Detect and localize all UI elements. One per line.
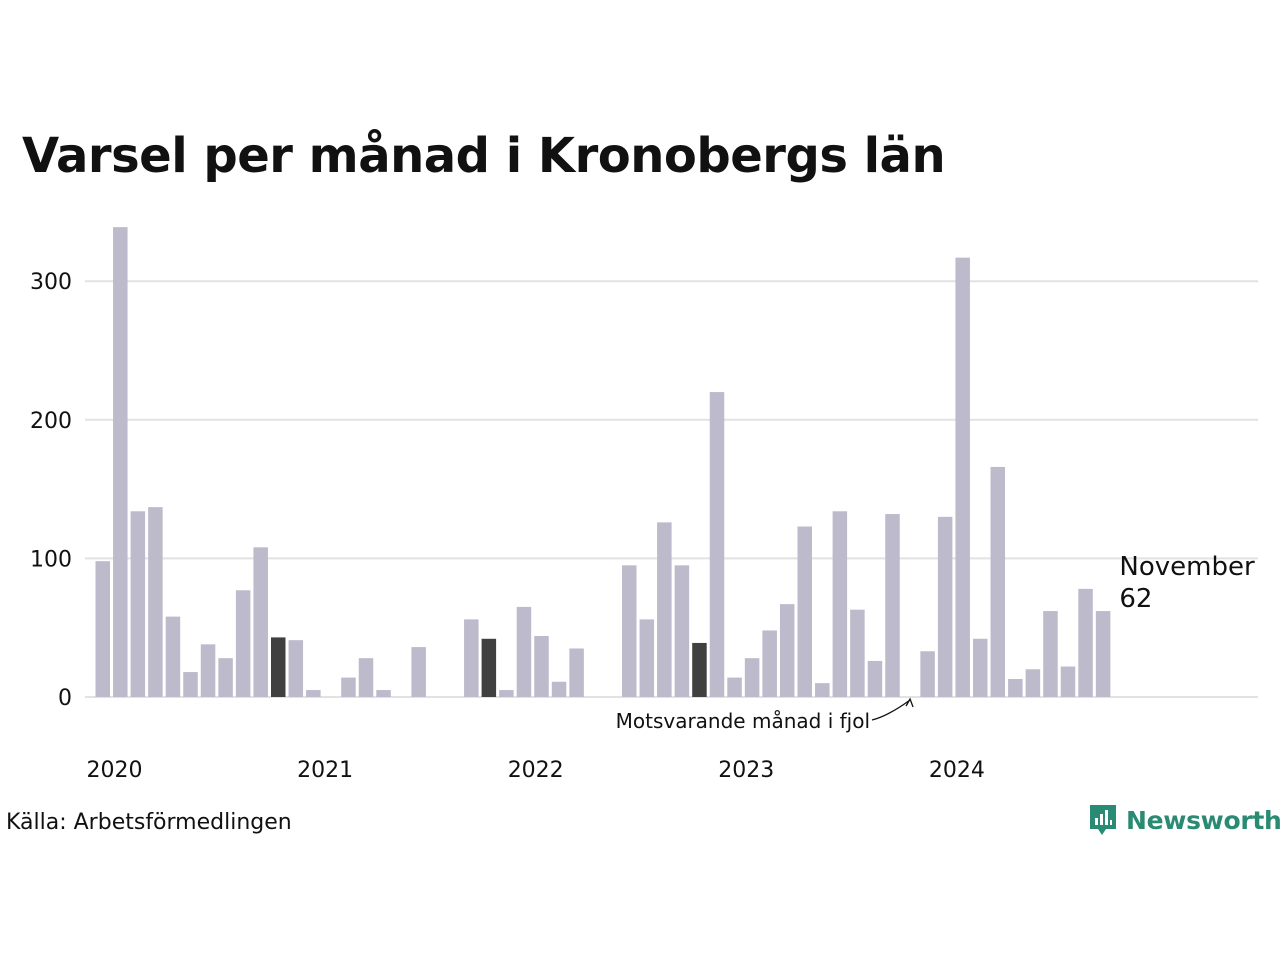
bar-2020-04 bbox=[148, 507, 163, 697]
axis-labels: 0 100 200 300 2020 2021 2022 2023 2024 bbox=[30, 270, 985, 783]
y-tick-label: 100 bbox=[30, 547, 72, 572]
y-tick-label: 300 bbox=[30, 270, 72, 295]
x-tick-label: 2022 bbox=[508, 758, 564, 783]
annotation-arrowhead bbox=[905, 697, 914, 708]
bar-2022-04 bbox=[569, 648, 584, 697]
current-month-label: November bbox=[1119, 552, 1255, 582]
bar-2021-11 bbox=[481, 638, 497, 697]
bar-2024-09 bbox=[1078, 588, 1093, 697]
bar-2020-01 bbox=[95, 561, 110, 697]
bar-2023-02 bbox=[744, 658, 760, 697]
same-month-annotation: Motsvarande månad i fjol bbox=[616, 709, 870, 733]
bar-2021-01 bbox=[306, 690, 321, 697]
bar-2023-08 bbox=[850, 609, 865, 697]
bar-2022-09 bbox=[657, 522, 672, 697]
newsworthy-logo: Newsworthy bbox=[1088, 803, 1280, 837]
bar-2021-05 bbox=[376, 690, 391, 697]
bar-2024-04 bbox=[990, 466, 1006, 697]
bar-2020-08 bbox=[218, 658, 233, 697]
bar-2023-01 bbox=[727, 677, 742, 697]
bar-2020-05 bbox=[165, 616, 181, 697]
bar-2022-03 bbox=[551, 681, 567, 697]
annotation-arrow bbox=[871, 699, 911, 721]
bar-2023-10 bbox=[885, 514, 900, 697]
bar-2020-12 bbox=[288, 640, 304, 697]
bar-2024-05 bbox=[1008, 678, 1023, 697]
bar-2022-01 bbox=[516, 606, 532, 697]
bar-2023-12 bbox=[920, 651, 935, 697]
bar-2020-11 bbox=[271, 637, 286, 697]
bar-2021-04 bbox=[358, 658, 374, 697]
bar-2022-12 bbox=[709, 392, 725, 697]
source-note: Källa: Arbetsförmedlingen bbox=[6, 810, 292, 835]
x-tick-label: 2023 bbox=[718, 758, 774, 783]
bar-2022-02 bbox=[534, 636, 549, 697]
bar-chart: 0 100 200 300 2020 2021 2022 2023 2024 November6… bbox=[30, 227, 1258, 783]
y-tick-label: 200 bbox=[30, 409, 72, 434]
bar-2021-07 bbox=[411, 647, 426, 697]
x-tick-label: 2020 bbox=[87, 758, 143, 783]
bar-2022-11 bbox=[692, 642, 707, 697]
bar-2021-10 bbox=[464, 619, 479, 697]
bar-2024-06 bbox=[1025, 669, 1041, 697]
bar-2022-07 bbox=[622, 565, 637, 697]
bar-2024-07 bbox=[1043, 611, 1058, 697]
bar-2020-03 bbox=[130, 511, 146, 697]
bar-2024-01 bbox=[937, 516, 953, 697]
bar-2021-12 bbox=[499, 690, 514, 697]
bar-2024-10 bbox=[1095, 611, 1111, 697]
bar-2023-04 bbox=[779, 604, 795, 697]
x-tick-label: 2021 bbox=[297, 758, 353, 783]
y-tick-label: 0 bbox=[58, 686, 72, 711]
newsworthy-logo-icon bbox=[1090, 805, 1116, 835]
chart-title: Varsel per månad i Kronobergs län bbox=[22, 128, 946, 184]
bar-2022-08 bbox=[639, 619, 655, 697]
x-tick-label: 2024 bbox=[929, 758, 985, 783]
bar-2020-06 bbox=[183, 672, 198, 697]
current-value-label: 62 bbox=[1119, 584, 1152, 614]
bar-2024-03 bbox=[973, 638, 988, 697]
bar-2020-07 bbox=[200, 644, 216, 697]
bar-2022-10 bbox=[674, 565, 690, 697]
bar-2023-09 bbox=[867, 660, 883, 697]
bar-2023-06 bbox=[815, 683, 830, 697]
bar-2023-03 bbox=[762, 630, 777, 697]
bar-2023-05 bbox=[797, 526, 812, 697]
bar-2023-07 bbox=[832, 511, 848, 697]
bar-2021-03 bbox=[341, 677, 356, 697]
bar-2024-08 bbox=[1060, 666, 1076, 697]
bar-2020-02 bbox=[113, 227, 128, 697]
bar-2024-02 bbox=[955, 257, 970, 697]
bars bbox=[95, 227, 1111, 697]
bar-2020-10 bbox=[253, 547, 268, 697]
brand-name: Newsworthy bbox=[1126, 805, 1280, 835]
bar-2020-09 bbox=[235, 590, 251, 697]
